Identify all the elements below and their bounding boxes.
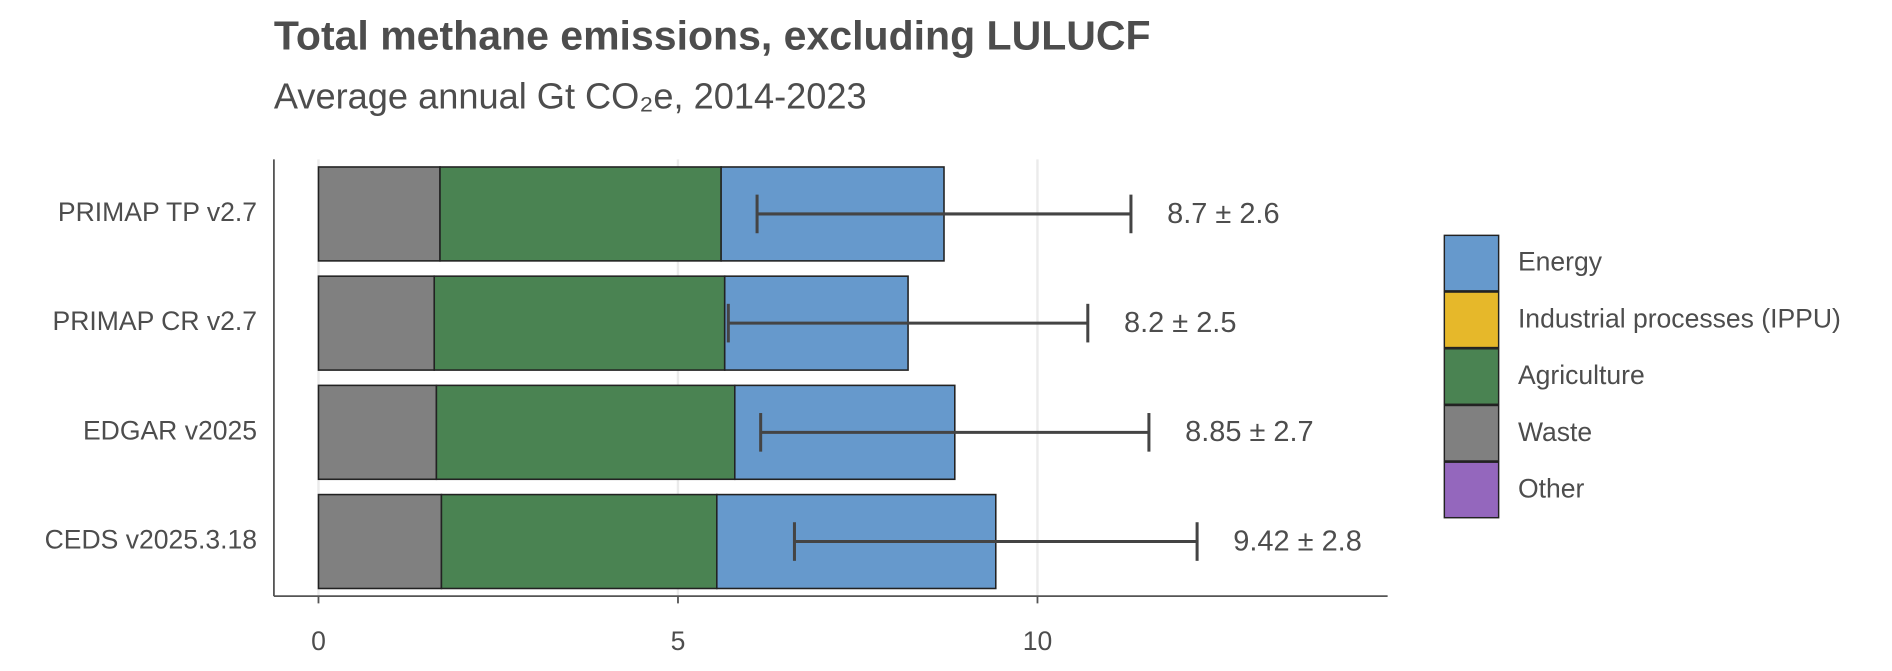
bar-segment xyxy=(317,384,438,481)
legend-label: Other xyxy=(1518,474,1585,504)
y-tick-label: CEDS v2025.3.18 xyxy=(45,525,257,555)
total-label: 8.85 ± 2.7 xyxy=(1185,416,1314,448)
bar-segment xyxy=(317,166,441,262)
legend-key xyxy=(1443,234,1500,292)
bar-segment xyxy=(317,493,443,590)
legend-label: Energy xyxy=(1518,247,1603,277)
y-tick-label: EDGAR v2025 xyxy=(83,415,257,445)
total-label: 9.42 ± 2.8 xyxy=(1233,525,1362,557)
x-tick-label: 10 xyxy=(1023,626,1053,656)
bar-segment xyxy=(433,275,726,371)
legend-key xyxy=(1443,404,1500,462)
bar-segment xyxy=(435,384,736,481)
legend-label: Agriculture xyxy=(1518,360,1645,390)
chart-subtitle: Average annual Gt CO₂e, 2014-2023 xyxy=(274,76,867,117)
y-tick-label: PRIMAP TP v2.7 xyxy=(58,197,257,227)
bar-segment xyxy=(440,493,718,590)
legend-key xyxy=(1443,348,1500,406)
legend-key xyxy=(1443,461,1500,519)
x-tick-label: 0 xyxy=(311,626,326,656)
total-label: 8.7 ± 2.6 xyxy=(1167,198,1279,230)
chart-title: Total methane emissions, excluding LULUC… xyxy=(274,12,1151,58)
legend-key xyxy=(1443,291,1500,349)
x-tick-label: 5 xyxy=(671,626,686,656)
legend-label: Industrial processes (IPPU) xyxy=(1518,303,1841,333)
legend-label: Waste xyxy=(1518,417,1592,447)
total-label: 8.2 ± 2.5 xyxy=(1124,307,1236,339)
bar-segment xyxy=(439,166,722,262)
y-tick-label: PRIMAP CR v2.7 xyxy=(53,306,257,336)
bar-segment xyxy=(317,275,436,371)
